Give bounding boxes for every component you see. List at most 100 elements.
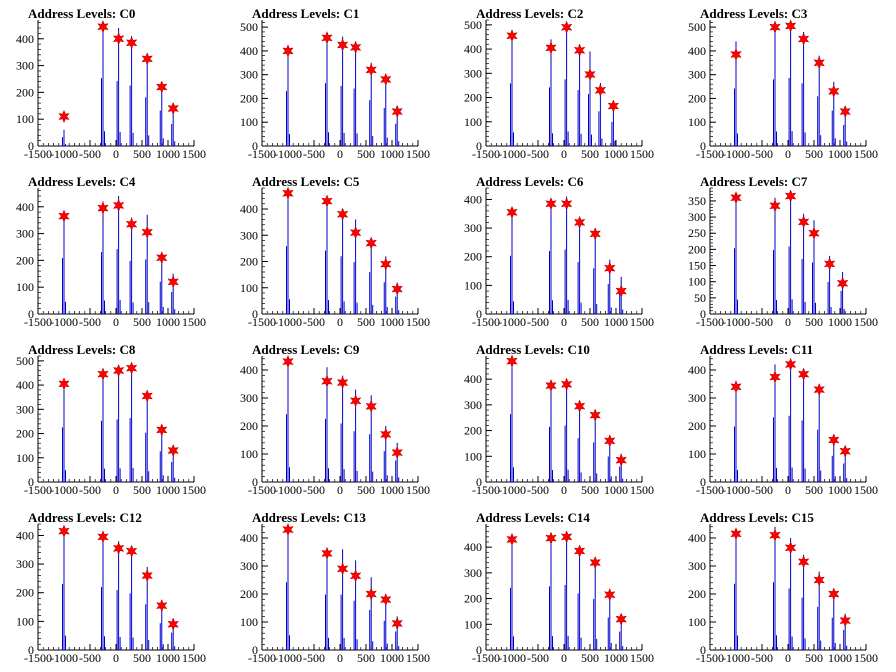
peak-marker bbox=[167, 443, 179, 458]
histogram-svg: Address Levels: C30100200300400500-1500-… bbox=[688, 6, 878, 161]
x-tick-label: 1000 bbox=[380, 651, 404, 665]
x-tick-label: -1000 bbox=[274, 315, 302, 329]
peak-marker bbox=[589, 555, 601, 570]
peak-marker bbox=[282, 354, 294, 369]
x-tick-label: -1000 bbox=[722, 147, 750, 161]
chart-title: Address Levels: C9 bbox=[252, 342, 360, 357]
histogram-svg: Address Levels: C15 0 100 200 300 400 -1500-10… bbox=[688, 510, 878, 665]
peak-marker bbox=[112, 363, 125, 378]
y-tick-label: 400 bbox=[464, 540, 482, 554]
chart-title: Address Levels: C15 bbox=[700, 510, 814, 525]
y-tick-label: 100 bbox=[688, 275, 706, 289]
peak-marker bbox=[615, 612, 627, 626]
x-tick-label: 1000 bbox=[828, 315, 852, 329]
peak-marker bbox=[336, 207, 349, 221]
peak-marker bbox=[379, 257, 392, 271]
chart-title: Address Levels: C14 bbox=[476, 510, 590, 525]
peak-marker bbox=[813, 573, 825, 587]
x-tick-label: -500 bbox=[79, 147, 101, 161]
peak-marker bbox=[97, 367, 109, 381]
peak-marker bbox=[797, 32, 810, 46]
y-tick-label: 100 bbox=[464, 449, 482, 463]
peak-marker bbox=[607, 99, 620, 113]
x-tick-label: -500 bbox=[303, 483, 325, 497]
histogram-panel: Address Levels: C9 0 100 200 300 400 -1500 -100… bbox=[224, 336, 448, 504]
peak-marker bbox=[827, 84, 840, 99]
x-tick-label: 500 bbox=[581, 315, 599, 329]
chart-title: Address Levels: C5 bbox=[252, 174, 360, 189]
x-tick-label: -1000 bbox=[498, 651, 526, 665]
peak-marker bbox=[836, 276, 849, 290]
peak-marker bbox=[730, 527, 742, 541]
x-tick-label: -1500 bbox=[472, 315, 500, 329]
y-tick-label: 100 bbox=[16, 614, 34, 628]
x-tick-label: -1000 bbox=[50, 147, 78, 161]
y-tick-label: 300 bbox=[16, 557, 34, 571]
y-tick-label: 250 bbox=[688, 226, 706, 240]
y-tick-label: 100 bbox=[464, 617, 482, 631]
x-tick-label: 500 bbox=[357, 651, 375, 665]
x-tick-label: 500 bbox=[133, 315, 151, 329]
x-tick-label: 500 bbox=[805, 147, 823, 161]
peak-marker bbox=[365, 399, 377, 414]
peak-marker bbox=[797, 555, 810, 569]
y-tick-label: 100 bbox=[240, 615, 258, 629]
peak-marker bbox=[349, 225, 362, 240]
y-tick-label: 400 bbox=[16, 378, 34, 392]
peak-marker bbox=[808, 226, 820, 240]
chart-title: Address Levels: C8 bbox=[28, 342, 136, 357]
x-tick-label: -1000 bbox=[50, 483, 78, 497]
x-tick-label: -1500 bbox=[248, 651, 276, 665]
peak-marker bbox=[506, 532, 518, 547]
peak-marker bbox=[545, 378, 557, 393]
x-tick-label: 1500 bbox=[854, 483, 878, 497]
histogram-svg: Address Levels: C80100200300400500-1500-… bbox=[16, 342, 206, 497]
y-tick-label: 200 bbox=[240, 587, 258, 601]
x-tick-label: 500 bbox=[133, 147, 151, 161]
peak-marker bbox=[813, 56, 825, 70]
y-tick-label: 200 bbox=[688, 587, 706, 601]
x-tick-label: -1500 bbox=[24, 315, 52, 329]
y-tick-label: 0 bbox=[252, 307, 258, 321]
peak-marker bbox=[125, 361, 138, 375]
y-tick-label: 400 bbox=[464, 42, 482, 56]
peak-marker bbox=[573, 544, 586, 558]
chart-title: Address Levels: C11 bbox=[700, 342, 813, 357]
x-tick-label: 1000 bbox=[156, 147, 180, 161]
y-tick-label: 400 bbox=[688, 531, 706, 545]
x-tick-label: 1500 bbox=[182, 147, 206, 161]
y-tick-label: 300 bbox=[240, 68, 258, 82]
peak-marker bbox=[573, 215, 586, 230]
y-tick-label: 200 bbox=[16, 427, 34, 441]
x-tick-label: -1000 bbox=[274, 147, 302, 161]
y-tick-label: 500 bbox=[240, 20, 258, 34]
x-tick-label: 0 bbox=[113, 651, 119, 665]
x-tick-label: 0 bbox=[561, 651, 567, 665]
peak-marker bbox=[545, 41, 557, 55]
peak-marker bbox=[545, 531, 557, 545]
chart-title: Address Levels: C3 bbox=[700, 6, 808, 21]
y-tick-label: 300 bbox=[240, 559, 258, 573]
histogram-panel: Address Levels: C0 0 100 200 300 400 -1500 -100… bbox=[0, 0, 224, 168]
y-tick-label: 100 bbox=[240, 447, 258, 461]
peak-marker bbox=[391, 282, 403, 296]
x-tick-label: -1000 bbox=[722, 651, 750, 665]
peak-marker bbox=[141, 389, 153, 403]
peak-marker bbox=[379, 427, 392, 442]
peak-marker bbox=[321, 31, 333, 45]
peak-marker bbox=[769, 20, 781, 34]
histogram-panel: Address Levels: C1 0 100 200 300 400 500 -1500-… bbox=[224, 0, 448, 168]
histogram-panel: Address Levels: C7 0 50 100 150 200 250 300 350 -… bbox=[672, 168, 896, 336]
x-tick-label: -500 bbox=[527, 651, 549, 665]
x-tick-label: -500 bbox=[303, 147, 325, 161]
y-tick-label: 300 bbox=[688, 210, 706, 224]
peak-marker bbox=[155, 423, 168, 437]
histogram-svg: Address Levels: C5 0 100 200 300 400 -1500-100… bbox=[240, 174, 430, 329]
x-tick-label: 1000 bbox=[604, 315, 628, 329]
x-tick-label: 1500 bbox=[406, 147, 430, 161]
peak-marker bbox=[589, 227, 601, 241]
histogram-svg: Address Levels: C13 0 100 200 300 400 -1500-10… bbox=[240, 510, 430, 665]
peak-marker bbox=[97, 201, 109, 215]
peak-marker bbox=[167, 275, 179, 289]
x-tick-label: -500 bbox=[751, 483, 773, 497]
